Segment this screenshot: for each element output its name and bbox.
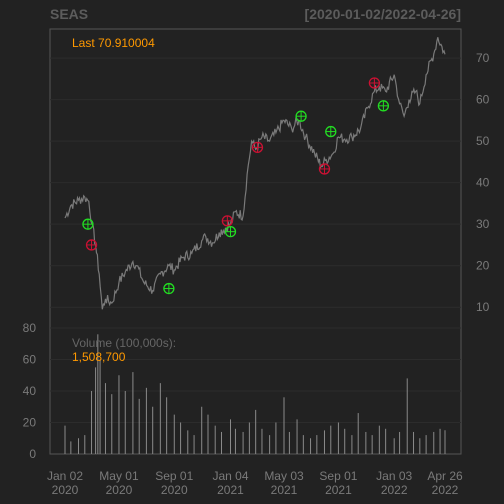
buy-signal-marker [325, 125, 337, 138]
price-y-tick: 60 [476, 93, 490, 107]
last-price-label: Last 70.910004 [72, 36, 155, 50]
x-tick-year: 2022 [381, 483, 408, 497]
price-y-tick: 10 [476, 300, 490, 314]
buy-signal-marker [163, 282, 175, 295]
x-tick-year: 2020 [161, 483, 188, 497]
price-y-tick: 50 [476, 134, 490, 148]
sell-signal-marker [221, 215, 233, 227]
x-tick-month: Sep 01 [319, 469, 357, 483]
volume-panel: 0 20 40 60 80 Volume (100,000s): 1,508,700 [23, 321, 462, 461]
x-tick-year: 2020 [106, 483, 133, 497]
volume-bars [64, 334, 446, 454]
header: SEAS [2020-01-02/2022-04-26] [50, 6, 461, 22]
x-tick-month: Sep 01 [155, 469, 193, 483]
volume-y-tick: 40 [23, 384, 37, 398]
sell-signal-marker [251, 141, 264, 154]
sell-signal-marker [318, 163, 331, 175]
date-range: [2020-01-02/2022-04-26] [305, 6, 461, 22]
x-tick-month: Apr 26 [427, 469, 463, 483]
buy-signal-marker [82, 218, 94, 230]
sell-signal-marker [85, 239, 98, 251]
sell-signal-marker [368, 77, 381, 89]
x-tick-month: Jan 03 [376, 469, 412, 483]
volume-label: Volume (100,000s): [72, 336, 176, 350]
buy-signal-marker [224, 226, 237, 238]
signal-markers [82, 77, 390, 295]
volume-y-tick: 60 [23, 353, 37, 367]
x-tick-year: 2020 [52, 483, 79, 497]
x-tick-year: 2021 [325, 483, 352, 497]
buy-signal-marker [377, 100, 390, 112]
volume-y-axis: 0 20 40 60 80 [23, 321, 37, 461]
x-tick-year: 2021 [217, 483, 244, 497]
x-tick-month: Jan 04 [212, 469, 248, 483]
price-y-tick: 70 [476, 51, 490, 65]
volume-value: 1,508,700 [72, 350, 126, 364]
x-tick-year: 2021 [271, 483, 298, 497]
volume-y-tick: 0 [29, 447, 36, 461]
x-tick-year: 2022 [432, 483, 459, 497]
price-grid [50, 57, 461, 308]
price-panel-frame [49, 28, 462, 329]
price-panel: 10 20 30 40 50 60 70 Last 70.910004 [49, 28, 490, 329]
price-y-tick: 30 [476, 217, 490, 231]
buy-signal-marker [295, 110, 307, 122]
price-y-tick: 40 [476, 176, 490, 190]
volume-y-tick: 20 [23, 416, 37, 430]
ticker-title: SEAS [50, 6, 88, 22]
price-y-axis: 10 20 30 40 50 60 70 [476, 51, 490, 314]
price-y-tick: 20 [476, 259, 490, 273]
volume-y-tick: 80 [23, 321, 37, 335]
x-tick-month: May 03 [264, 469, 304, 483]
x-tick-month: Jan 02 [47, 469, 83, 483]
x-tick-month: May 01 [99, 469, 139, 483]
